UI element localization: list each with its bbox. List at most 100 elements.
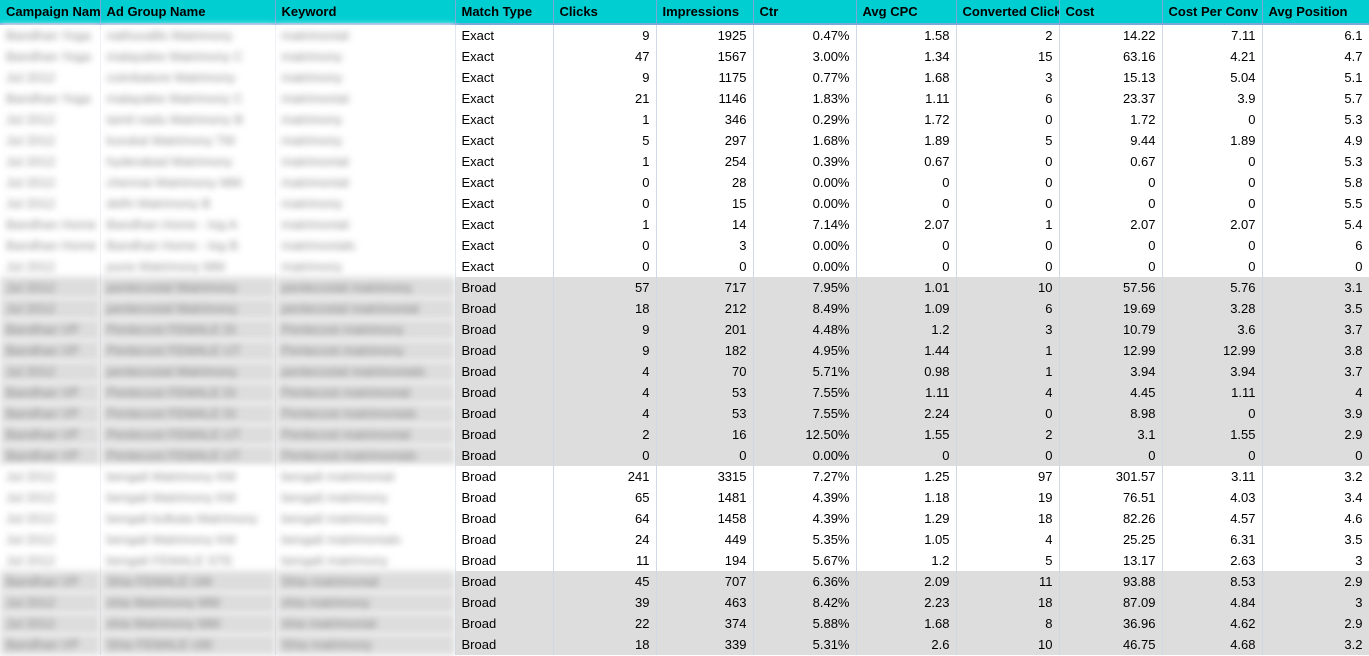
cell-adgroup: tamil nadu Matrimony B bbox=[100, 109, 275, 130]
cell-impr: 53 bbox=[656, 403, 753, 424]
col-cpconv[interactable]: Cost Per Conv bbox=[1162, 0, 1262, 24]
table-row[interactable]: Bandhan HomeBandhan Home - log Amatrimon… bbox=[0, 214, 1369, 235]
col-campaign[interactable]: Campaign Name bbox=[0, 0, 100, 24]
cell-conv: 0 bbox=[956, 403, 1059, 424]
cell-conv: 0 bbox=[956, 235, 1059, 256]
cell-adgroup: Pentecost FEMALE UT bbox=[100, 424, 275, 445]
cell-match: Broad bbox=[455, 508, 553, 529]
cell-clicks: 9 bbox=[553, 340, 656, 361]
col-impr[interactable]: Impressions bbox=[656, 0, 753, 24]
table-row[interactable]: Bandhan Yoganathuvallis Matrimonymatrimo… bbox=[0, 24, 1369, 46]
cell-ctr: 12.50% bbox=[753, 424, 856, 445]
table-row[interactable]: Jul 2012pentecostal Matrimonypentecostal… bbox=[0, 277, 1369, 298]
cell-conv: 0 bbox=[956, 151, 1059, 172]
cell-campaign: Jul 2012 bbox=[0, 109, 100, 130]
table-row[interactable]: Jul 2012kurukal Matrimony TMmatrimonyExa… bbox=[0, 130, 1369, 151]
cell-ctr: 6.36% bbox=[753, 571, 856, 592]
cell-ctr: 7.55% bbox=[753, 382, 856, 403]
cell-cost: 93.88 bbox=[1059, 571, 1162, 592]
col-adgroup[interactable]: Ad Group Name bbox=[100, 0, 275, 24]
cell-adgroup: Pentecost FEMALE UT bbox=[100, 340, 275, 361]
cell-pos: 5.1 bbox=[1262, 67, 1369, 88]
cell-match: Broad bbox=[455, 340, 553, 361]
table-row[interactable]: Jul 2012bengali FEMALE STEbengali matrim… bbox=[0, 550, 1369, 571]
cell-ctr: 0.39% bbox=[753, 151, 856, 172]
cell-match: Exact bbox=[455, 109, 553, 130]
table-row[interactable]: Jul 2012hyderabad MatrimonymatrimonialEx… bbox=[0, 151, 1369, 172]
table-row[interactable]: Bandhan VPPentecost FEMALE DiPentecost m… bbox=[0, 403, 1369, 424]
table-row[interactable]: Bandhan Yogamalayalee Matrimony Cmatrimo… bbox=[0, 88, 1369, 109]
cell-cpc: 0.98 bbox=[856, 361, 956, 382]
table-row[interactable]: Bandhan VPPentecost FEMALE UTPentecost m… bbox=[0, 340, 1369, 361]
table-row[interactable]: Jul 2012pentecostal Matrimonypentecostal… bbox=[0, 298, 1369, 319]
cell-impr: 297 bbox=[656, 130, 753, 151]
cell-clicks: 18 bbox=[553, 634, 656, 655]
col-pos[interactable]: Avg Position bbox=[1262, 0, 1369, 24]
cell-clicks: 0 bbox=[553, 172, 656, 193]
cell-campaign: Jul 2012 bbox=[0, 550, 100, 571]
cell-adgroup: nathuvallis Matrimony bbox=[100, 24, 275, 46]
cell-keyword: Pentecost matrimonials bbox=[275, 445, 455, 466]
cell-keyword: matrimony bbox=[275, 67, 455, 88]
cell-ctr: 0.00% bbox=[753, 193, 856, 214]
table-row[interactable]: Jul 2012shia Matrimony MMshia matrimonia… bbox=[0, 613, 1369, 634]
cell-cpconv: 0 bbox=[1162, 109, 1262, 130]
cell-conv: 2 bbox=[956, 424, 1059, 445]
col-cost[interactable]: Cost bbox=[1059, 0, 1162, 24]
table-row[interactable]: Jul 2012shia Matrimony MMshia matrimonyB… bbox=[0, 592, 1369, 613]
table-row[interactable]: Jul 2012bengali Matrimony KMbengali matr… bbox=[0, 529, 1369, 550]
cell-conv: 8 bbox=[956, 613, 1059, 634]
cell-adgroup: hyderabad Matrimony bbox=[100, 151, 275, 172]
cell-impr: 707 bbox=[656, 571, 753, 592]
col-clicks[interactable]: Clicks bbox=[553, 0, 656, 24]
cell-clicks: 241 bbox=[553, 466, 656, 487]
table-row[interactable]: Jul 2012bengali kolkata Matrimonybengali… bbox=[0, 508, 1369, 529]
table-row[interactable]: Jul 2012bengali Matrimony KMbengali matr… bbox=[0, 466, 1369, 487]
cell-cpconv: 0 bbox=[1162, 403, 1262, 424]
cell-keyword: matrimony bbox=[275, 130, 455, 151]
cell-clicks: 9 bbox=[553, 24, 656, 46]
table-row[interactable]: Jul 2012coimbatore MatrimonymatrimonyExa… bbox=[0, 67, 1369, 88]
cell-match: Exact bbox=[455, 214, 553, 235]
table-row[interactable]: Bandhan HomeBandhan Home - log Bmatrimon… bbox=[0, 235, 1369, 256]
col-keyword[interactable]: Keyword bbox=[275, 0, 455, 24]
cell-campaign: Jul 2012 bbox=[0, 361, 100, 382]
table-row[interactable]: Jul 2012delhi Matrimony BmatrimonyExact0… bbox=[0, 193, 1369, 214]
table-row[interactable]: Jul 2012chennai Matrimony MMmatrimonialE… bbox=[0, 172, 1369, 193]
table-row[interactable]: Jul 2012tamil nadu Matrimony BmatrimonyE… bbox=[0, 109, 1369, 130]
table-row[interactable]: Bandhan Yogamalayalee Matrimony Cmatrimo… bbox=[0, 46, 1369, 67]
cell-cpconv: 5.04 bbox=[1162, 67, 1262, 88]
cell-cpc: 1.25 bbox=[856, 466, 956, 487]
cell-cost: 0 bbox=[1059, 445, 1162, 466]
cell-cpconv: 3.11 bbox=[1162, 466, 1262, 487]
table-row[interactable]: Bandhan VPPentecost FEMALE UTPentecost m… bbox=[0, 424, 1369, 445]
table-row[interactable]: Bandhan VPPentecost FEMALE DiPentecost m… bbox=[0, 319, 1369, 340]
table-row[interactable]: Bandhan VPShia FEMALE UMShia matrimonyBr… bbox=[0, 634, 1369, 655]
table-row[interactable]: Jul 2012pune Matrimony MMmatrimonyExact0… bbox=[0, 256, 1369, 277]
cell-pos: 5.3 bbox=[1262, 151, 1369, 172]
cell-clicks: 9 bbox=[553, 67, 656, 88]
col-cpc[interactable]: Avg CPC bbox=[856, 0, 956, 24]
cell-campaign: Jul 2012 bbox=[0, 193, 100, 214]
cell-cpc: 1.2 bbox=[856, 319, 956, 340]
col-match[interactable]: Match Type bbox=[455, 0, 553, 24]
cell-impr: 3315 bbox=[656, 466, 753, 487]
cell-cost: 63.16 bbox=[1059, 46, 1162, 67]
table-row[interactable]: Jul 2012pentecostal Matrimonypentecostal… bbox=[0, 361, 1369, 382]
table-row[interactable]: Bandhan VPPentecost FEMALE UTPentecost m… bbox=[0, 445, 1369, 466]
cell-conv: 18 bbox=[956, 508, 1059, 529]
table-row[interactable]: Jul 2012bengali Matrimony KMbengali matr… bbox=[0, 487, 1369, 508]
cell-cpc: 0 bbox=[856, 193, 956, 214]
cell-cpconv: 0 bbox=[1162, 172, 1262, 193]
col-ctr[interactable]: Ctr bbox=[753, 0, 856, 24]
cell-match: Exact bbox=[455, 193, 553, 214]
table-row[interactable]: Bandhan VPShia FEMALE UMShia matrimonial… bbox=[0, 571, 1369, 592]
cell-conv: 0 bbox=[956, 109, 1059, 130]
table-row[interactable]: Bandhan VPPentecost FEMALE DiPentecost m… bbox=[0, 382, 1369, 403]
cell-adgroup: pune Matrimony MM bbox=[100, 256, 275, 277]
cell-cpconv: 0 bbox=[1162, 193, 1262, 214]
col-conv[interactable]: Converted Clicks bbox=[956, 0, 1059, 24]
cell-campaign: Bandhan VP bbox=[0, 445, 100, 466]
cell-ctr: 8.49% bbox=[753, 298, 856, 319]
cell-keyword: Pentecost matrimonials bbox=[275, 403, 455, 424]
